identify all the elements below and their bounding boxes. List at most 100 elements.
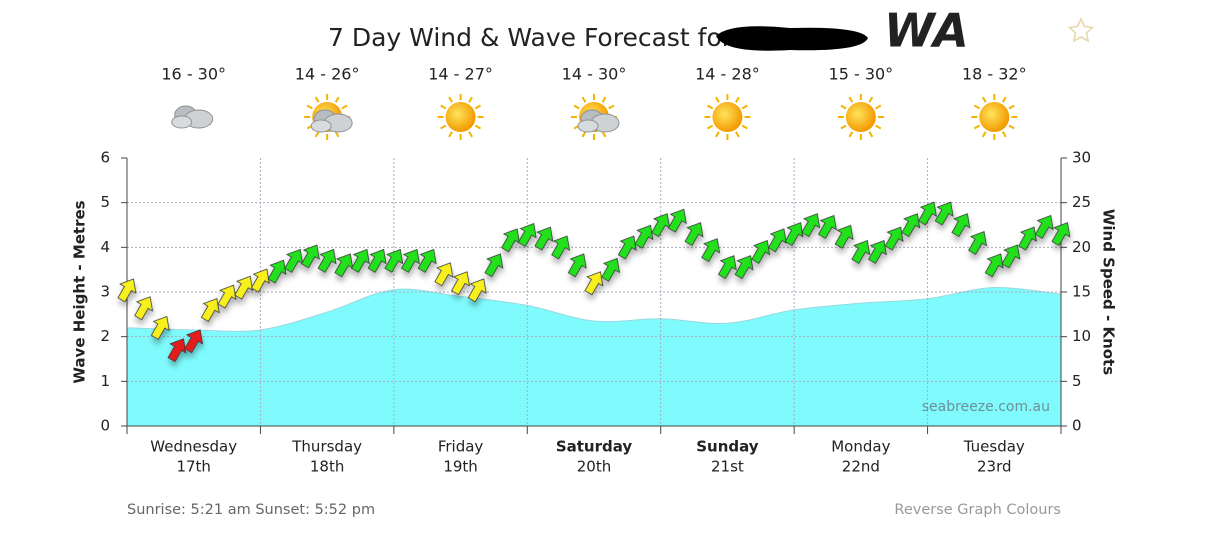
temperature: 15 - 30° (829, 65, 894, 84)
wind-arrow (517, 223, 537, 247)
sun-ray (875, 124, 882, 130)
wind-arrow (684, 222, 704, 247)
sun-ray (1001, 131, 1007, 138)
wind-arrow (901, 213, 921, 238)
sun-ray (735, 131, 740, 138)
weather-icon (171, 105, 214, 129)
sun (979, 102, 1010, 132)
x-tick-date: 22nd (842, 458, 880, 476)
sun-ray (573, 104, 580, 110)
redaction (716, 26, 868, 51)
sun-ray (334, 131, 340, 138)
sun-ray (440, 104, 447, 110)
sun-ray (875, 104, 882, 110)
y-axis-title: Wave Height - Metres (71, 200, 89, 383)
sun-ray (1008, 104, 1015, 110)
wind-arrow (851, 239, 871, 264)
sun-ray (848, 96, 854, 103)
watermark: seabreeze.com.au (922, 399, 1050, 415)
wind-arrow (667, 208, 687, 233)
wind-arrow (734, 255, 754, 280)
sun-ray (608, 104, 615, 110)
x-tick-date: 18th (310, 458, 344, 476)
sun-ray (474, 104, 481, 110)
wind-arrow (767, 228, 787, 253)
wind-arrow (701, 238, 721, 263)
wind-arrow (717, 255, 737, 280)
x-tick-date: 21st (711, 458, 744, 476)
wind-arrow (751, 239, 771, 264)
sun-ray (1008, 124, 1015, 130)
temperature: 18 - 32° (962, 65, 1027, 84)
sun-ray (707, 124, 714, 130)
sun-ray (448, 131, 453, 138)
wind-arrow (317, 248, 337, 273)
weather-icon (304, 94, 353, 140)
wind-arrow (968, 231, 987, 255)
wind-arrow (417, 248, 437, 273)
sun-ray (840, 104, 847, 110)
sun-ray (741, 124, 748, 130)
sun (445, 102, 476, 132)
y2-tick-label: 10 (1072, 327, 1091, 345)
y-tick-label: 3 (100, 283, 110, 301)
wave-area (126, 287, 1062, 427)
sun-ray (735, 96, 740, 103)
y-tick-label: 2 (100, 327, 110, 345)
cloud (310, 119, 332, 133)
wind-arrow (634, 224, 654, 249)
sun-ray (341, 104, 348, 110)
wind-arrow (217, 284, 237, 309)
y-tick-label: 1 (100, 372, 110, 390)
wind-arrow (1001, 244, 1021, 269)
wind-arrow (784, 222, 804, 247)
title: 7 Day Wind & Wave Forecast for (328, 23, 733, 52)
temperature: 16 - 30° (161, 65, 226, 84)
sun (712, 102, 743, 132)
wind-arrow (267, 259, 287, 284)
wind-arrow (951, 213, 971, 238)
x-tick-date: 23rd (977, 458, 1012, 476)
reverse-colours-link[interactable]: Reverse Graph Colours (894, 502, 1061, 518)
sun-ray (973, 124, 981, 130)
x-tick-date: 17th (176, 458, 210, 476)
sun-ray (314, 96, 320, 103)
sun-ray (868, 131, 874, 138)
x-tick-label: Friday (438, 438, 484, 456)
sun-ray (334, 96, 340, 103)
sun-ray (448, 96, 453, 103)
x-tick-label: Tuesday (963, 438, 1025, 456)
cloud (577, 119, 599, 133)
sun-ray (868, 96, 874, 103)
wind-arrow (1018, 226, 1037, 251)
wind-arrow (451, 271, 470, 296)
sun-ray (601, 96, 607, 103)
sun-ray (840, 124, 847, 130)
wind-arrow (551, 235, 570, 260)
sun-ray (848, 131, 854, 138)
sun-ray (581, 96, 587, 103)
weather-icon (437, 94, 484, 140)
sun (845, 102, 876, 132)
wind-arrow (184, 329, 204, 354)
wind-arrow (834, 224, 854, 249)
wind-arrow (350, 248, 370, 273)
sun-ray (314, 131, 320, 138)
sun-ray (981, 131, 987, 138)
wind-arrow (167, 338, 187, 363)
wind-arrow (817, 214, 837, 239)
sun-ray (741, 104, 748, 110)
y2-tick-label: 25 (1072, 193, 1091, 211)
x-tick-label: Sunday (696, 438, 759, 456)
region: WA (884, 4, 969, 58)
x-tick-label: Thursday (291, 438, 362, 456)
weather-icon (571, 94, 620, 140)
favourite-star[interactable] (1067, 17, 1095, 43)
y2-tick-label: 20 (1072, 238, 1091, 256)
wind-arrow (401, 248, 420, 273)
wind-arrow (984, 253, 1004, 278)
y-tick-label: 0 (100, 417, 110, 435)
y2-tick-label: 0 (1072, 417, 1082, 435)
x-tick-label: Wednesday (150, 438, 237, 456)
